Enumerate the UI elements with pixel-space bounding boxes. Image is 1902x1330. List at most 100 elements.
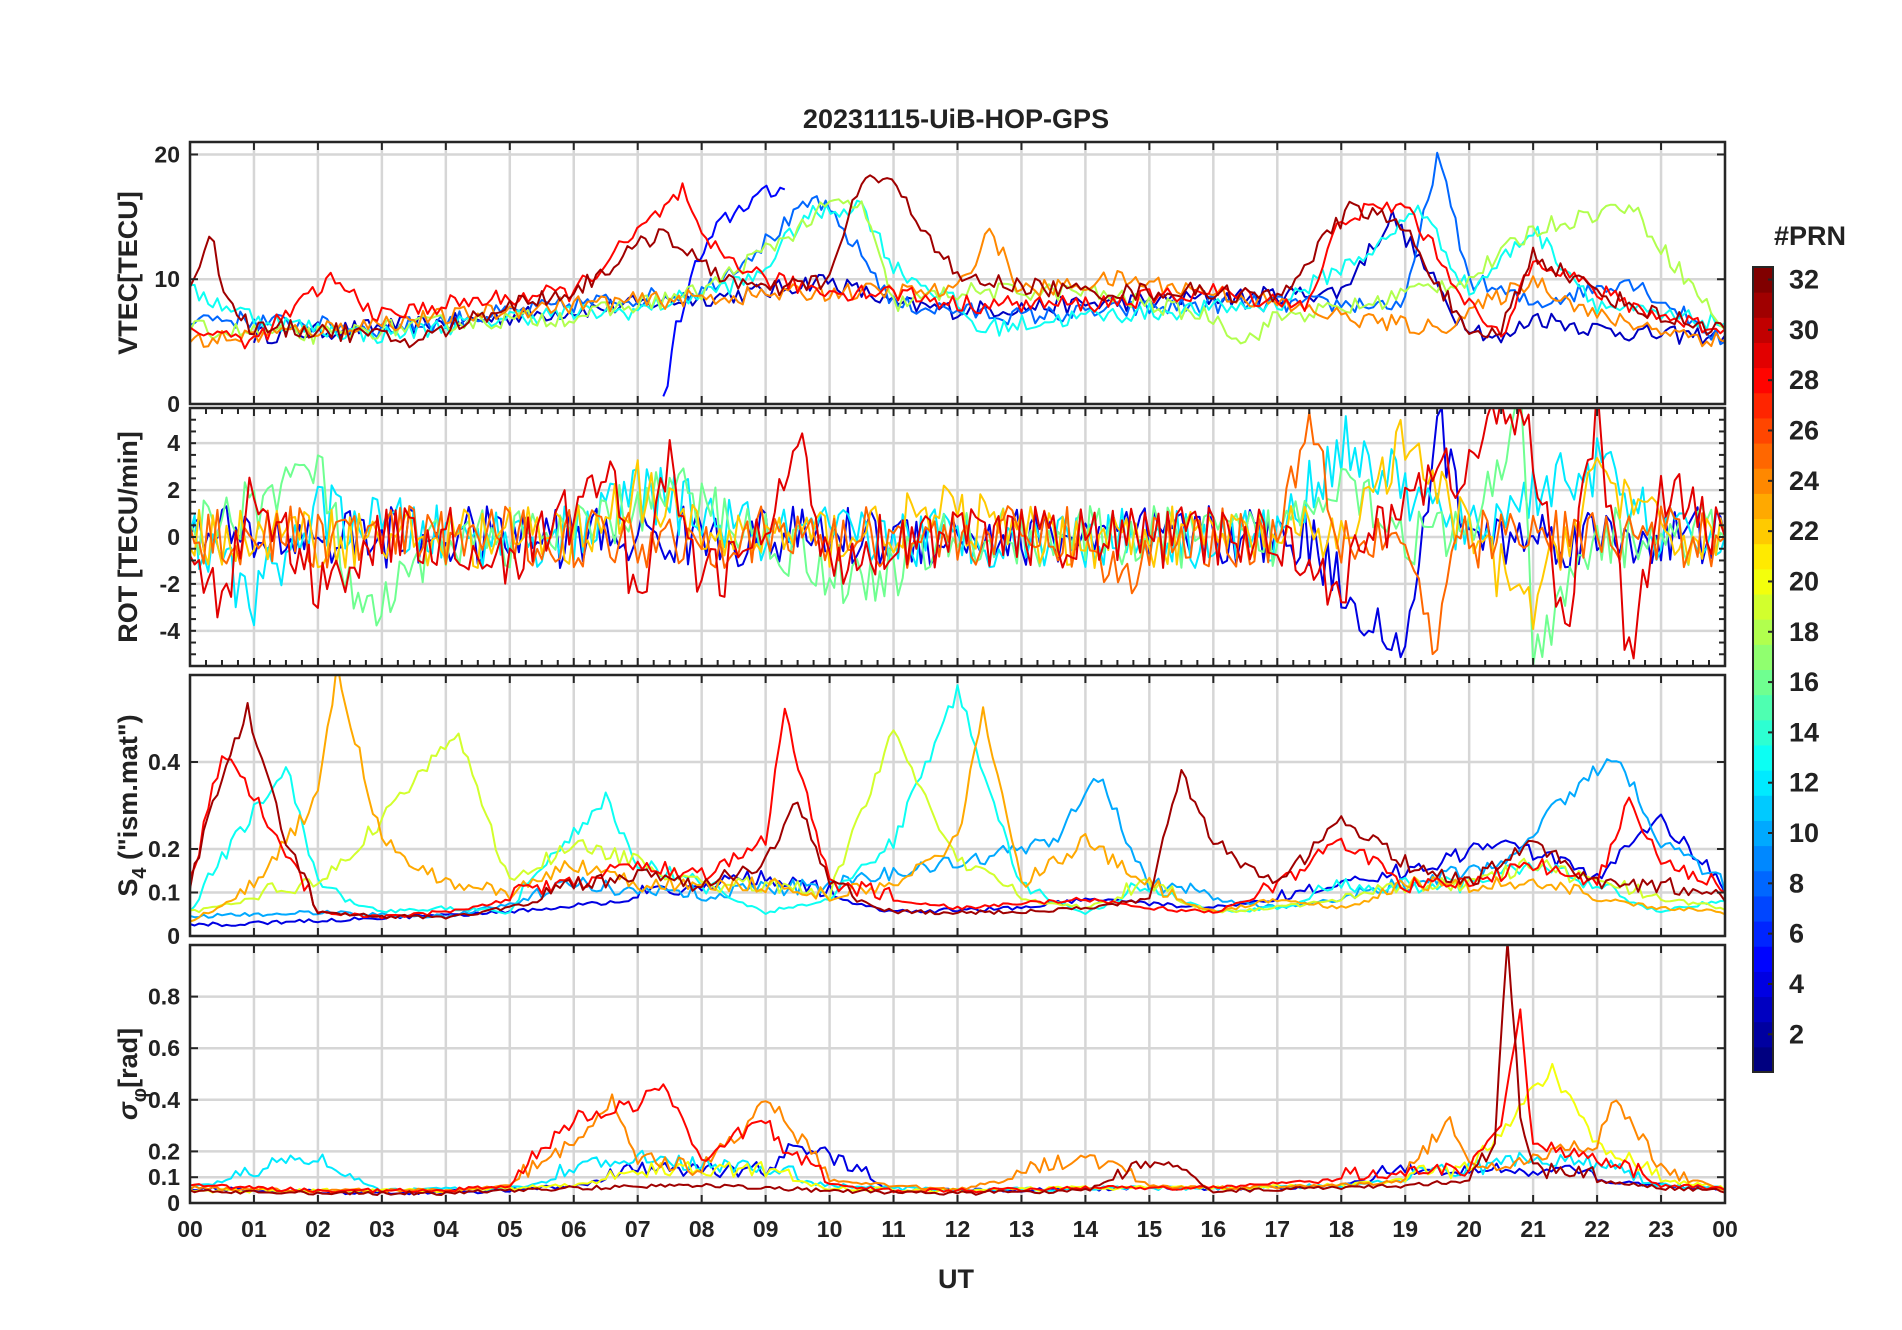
series-line-prn-28 <box>190 182 1725 350</box>
series-line-prn-28 <box>190 707 1725 920</box>
y-tick-label: 0 <box>167 524 180 550</box>
colorbar-band <box>1753 996 1773 1023</box>
y-tick-label: 0 <box>167 391 180 417</box>
series-line-prn-19 <box>190 729 1725 914</box>
colorbar-band <box>1753 342 1773 369</box>
x-tick-label: 21 <box>1520 1216 1546 1242</box>
colorbar-tick-label: 4 <box>1789 969 1804 999</box>
colorbar-tick-label: 12 <box>1789 768 1819 798</box>
colorbar-tick-label: 6 <box>1789 919 1804 949</box>
colorbar-band <box>1753 946 1773 972</box>
y-tick-label: 20 <box>154 141 180 167</box>
x-tick-label: 18 <box>1328 1216 1354 1242</box>
colorbar-band <box>1753 367 1773 394</box>
x-tick-label: 02 <box>305 1216 331 1242</box>
colorbar-tick-label: 16 <box>1789 667 1819 697</box>
y-tick-label: -4 <box>160 618 181 644</box>
x-tick-label: 05 <box>497 1216 523 1242</box>
y-tick-label: -2 <box>160 571 180 597</box>
x-tick-label: 00 <box>1712 1216 1738 1242</box>
series-line-prn-5 <box>662 184 786 397</box>
colorbar-band <box>1753 292 1773 318</box>
colorbar-band <box>1753 543 1773 570</box>
x-tick-label: 09 <box>753 1216 779 1242</box>
series-group <box>190 151 1725 397</box>
colorbar-tick-label: 28 <box>1789 365 1819 395</box>
panel-ticks <box>189 675 1726 937</box>
series-line-prn-23 <box>190 675 1725 923</box>
y-axis-label-rest: ("ism.mat") <box>113 714 143 867</box>
colorbar-band <box>1753 518 1773 545</box>
colorbar-band <box>1753 1046 1773 1073</box>
y-axis-label-subscript: 4 <box>129 867 151 879</box>
colorbar-band <box>1753 493 1773 520</box>
x-axis-label: UT <box>938 1264 974 1294</box>
y-tick-label: 0.4 <box>148 1087 180 1113</box>
series-line-prn-4 <box>190 408 1725 659</box>
x-tick-label: 08 <box>689 1216 715 1242</box>
colorbar-band <box>1753 619 1773 645</box>
x-tick-label: 03 <box>369 1216 395 1242</box>
series-line-prn-29 <box>190 408 1725 660</box>
colorbar-band <box>1753 267 1773 293</box>
x-tick-label: 01 <box>241 1216 267 1242</box>
y-tick-label: 0.1 <box>148 1164 180 1190</box>
y-axis-label-main: σ <box>113 1101 143 1120</box>
colorbar-tick-label: 2 <box>1789 1019 1804 1049</box>
series-line-prn-25 <box>190 411 1725 656</box>
x-tick-label: 13 <box>1009 1216 1035 1242</box>
y-axis-label-main: S <box>113 879 143 897</box>
colorbar-band <box>1753 971 1773 998</box>
colorbar-band <box>1753 770 1773 796</box>
y-axis-label-subscript: φ <box>129 1088 151 1102</box>
panel-rot: -4 -2 0 2 4 ROT [TECU/min] <box>113 406 1727 668</box>
colorbar-tick-label: 14 <box>1789 717 1819 747</box>
series-line-prn-24 <box>190 227 1725 348</box>
x-tick-label: 10 <box>817 1216 843 1242</box>
colorbar-band <box>1753 845 1773 872</box>
colorbar-band <box>1753 594 1773 620</box>
colorbar-band <box>1753 921 1773 947</box>
colorbar-band <box>1753 744 1773 771</box>
x-tick-label: 00 <box>177 1216 203 1242</box>
panel-sigma_phi: 00.10.2 0.4 0.6 0.8 σφ[rad] <box>113 943 1727 1216</box>
panel-vtec: 0 10 20 VTEC[TECU] <box>113 140 1727 417</box>
y-axis-label: S4 ("ism.mat") <box>113 714 151 896</box>
x-tick-label: 06 <box>561 1216 587 1242</box>
y-tick-label: 0.2 <box>148 1138 180 1164</box>
colorbar-frame <box>1752 266 1774 1073</box>
series-line-prn-31 <box>190 702 1725 920</box>
chart-title: 20231115-UiB-HOP-GPS <box>803 104 1109 134</box>
y-axis-label: VTEC[TECU] <box>113 191 143 355</box>
colorbar-band <box>1753 820 1773 847</box>
x-tick-label: 04 <box>433 1216 459 1242</box>
colorbar-tick-label: 32 <box>1789 265 1819 295</box>
colorbar-tick-label: 22 <box>1789 516 1819 546</box>
colorbar-band <box>1753 1021 1773 1048</box>
x-tick-label: 11 <box>881 1216 906 1242</box>
series-line-prn-31 <box>190 174 1725 349</box>
colorbar-band <box>1753 468 1773 494</box>
colorbar-band <box>1753 870 1773 897</box>
colorbar-band <box>1753 417 1773 444</box>
colorbar-band <box>1753 443 1773 469</box>
y-axis-label: σφ[rad] <box>113 1028 151 1120</box>
panel-ticks <box>189 945 1726 1204</box>
series-line-prn-4 <box>190 813 1725 928</box>
y-tick-label: 4 <box>167 430 180 456</box>
colorbar-band <box>1753 392 1773 419</box>
y-tick-label: 2 <box>167 477 180 503</box>
series-group <box>190 675 1725 928</box>
y-tick-label: 10 <box>154 266 180 292</box>
y-tick-label: 0 <box>167 923 180 949</box>
colorbar-tick-label: 20 <box>1789 566 1819 596</box>
colorbar-band <box>1753 669 1773 696</box>
series-group <box>190 945 1725 1196</box>
y-tick-label: 0.4 <box>148 749 180 775</box>
colorbar-band <box>1753 644 1773 670</box>
series-group <box>190 408 1725 666</box>
x-tick-label: 15 <box>1137 1216 1163 1242</box>
colorbar-tick-label: 18 <box>1789 617 1819 647</box>
